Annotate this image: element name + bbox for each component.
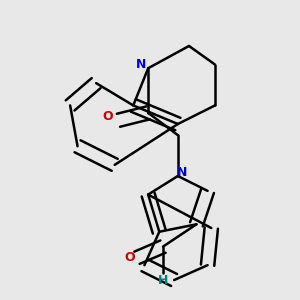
Text: N: N — [176, 166, 187, 179]
Text: O: O — [102, 110, 112, 123]
Text: H: H — [158, 274, 168, 286]
Text: O: O — [124, 251, 135, 264]
Text: N: N — [136, 58, 146, 71]
